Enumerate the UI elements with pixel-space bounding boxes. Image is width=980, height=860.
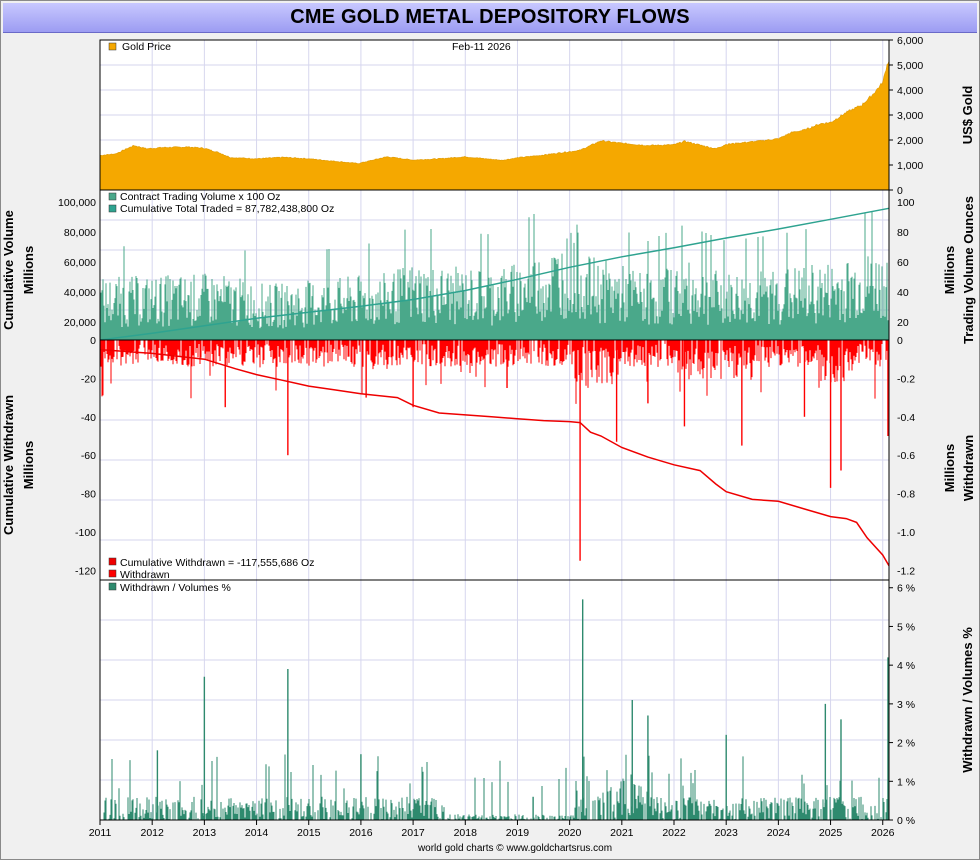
volume-left-tick-label: 80,000 xyxy=(64,227,96,239)
x-tick-label-2020: 2020 xyxy=(558,827,582,839)
volume-left-tick-label: 0 xyxy=(90,335,96,347)
withdrawn-left-tick-label: -60 xyxy=(81,450,96,462)
ratio-tick-label: 6 % xyxy=(897,583,915,595)
volume-right-tick-label: 0 xyxy=(897,335,903,347)
legend-gold-label: Gold Price xyxy=(122,41,171,53)
x-tick-label-2026: 2026 xyxy=(871,827,895,839)
withdrawn-left-title-1: Cumulative Withdrawn xyxy=(1,395,16,535)
volume-right-tick-label: 100 xyxy=(897,197,915,209)
volume-right-tick-label: 20 xyxy=(897,317,909,329)
price-tick-label: 5,000 xyxy=(897,60,923,72)
cumulative-withdrawn-line xyxy=(99,348,890,567)
legend-withdrawn-label: Withdrawn xyxy=(120,569,170,581)
x-tick-label-2012: 2012 xyxy=(141,827,165,839)
withdrawn-bars xyxy=(100,340,889,561)
chart-title-bar: CME GOLD METAL DEPOSITORY FLOWS xyxy=(3,3,977,33)
withdrawn-right-tick-label: -1.2 xyxy=(897,565,915,577)
legend-ratio-swatch xyxy=(108,582,117,591)
x-tick-label-2018: 2018 xyxy=(454,827,478,839)
x-tick-label-2016: 2016 xyxy=(349,827,373,839)
x-tick-label-2021: 2021 xyxy=(610,827,634,839)
volume-right-tick-label: 60 xyxy=(897,257,909,269)
legend-gold-price: Gold Price Feb-11 2026 xyxy=(108,41,511,53)
chart-title: CME GOLD METAL DEPOSITORY FLOWS xyxy=(290,6,690,28)
x-tick-label-2013: 2013 xyxy=(193,827,217,839)
withdrawn-right-tick-label: -0.6 xyxy=(897,450,915,462)
ratio-tick-label: 5 % xyxy=(897,621,915,633)
legend-cum-withdrawn-label: Cumulative Withdrawn = -117,555,686 Oz xyxy=(120,557,314,569)
x-tick-label-2015: 2015 xyxy=(297,827,321,839)
ratio-tick-label: 2 % xyxy=(897,738,915,750)
gold-price-area xyxy=(99,60,890,191)
price-tick-label: 2,000 xyxy=(897,135,923,147)
x-tick-label-2019: 2019 xyxy=(506,827,530,839)
price-tick-label: 4,000 xyxy=(897,85,923,97)
volume-bars xyxy=(100,211,889,340)
volume-left-title-2: Millions xyxy=(21,246,36,294)
date-label: Feb-11 2026 xyxy=(452,41,511,53)
ratio-tick-label: 3 % xyxy=(897,699,915,711)
legend-volume-swatch xyxy=(108,192,117,201)
volume-left-title-1: Cumulative Volume xyxy=(1,210,16,330)
x-tick-label-2025: 2025 xyxy=(819,827,843,839)
withdrawn-left-tick-label: -20 xyxy=(81,373,96,385)
legend-volume: Contract Trading Volume x 100 Oz Cumulat… xyxy=(108,191,334,215)
cumulative-traded-line xyxy=(99,207,890,341)
withdrawn-right-title-1: Millions xyxy=(942,444,957,492)
price-axis-title: US$ Gold xyxy=(960,86,975,145)
volume-left-tick-label: 40,000 xyxy=(64,287,96,299)
x-tick-label-2023: 2023 xyxy=(715,827,739,839)
x-tick-label-2024: 2024 xyxy=(767,827,791,839)
volume-left-tick-label: 20,000 xyxy=(64,317,96,329)
volume-right-tick-label: 80 xyxy=(897,227,909,239)
price-tick-label: 3,000 xyxy=(897,110,923,122)
legend-withdrawn-swatch xyxy=(108,569,117,578)
x-tick-label-2014: 2014 xyxy=(245,827,269,839)
withdrawn-left-tick-label: -80 xyxy=(81,489,96,501)
price-tick-label: 0 xyxy=(897,185,903,197)
legend-cum-traded-swatch xyxy=(108,204,117,213)
legend-ratio: Withdrawn / Volumes % xyxy=(108,582,231,594)
volume-right-title-1: Millions xyxy=(942,246,957,294)
x-tick-label-2011: 2011 xyxy=(89,827,112,839)
volume-left-tick-label: 60,000 xyxy=(64,257,96,269)
ratio-bars xyxy=(102,599,889,820)
legend-ratio-label: Withdrawn / Volumes % xyxy=(120,582,231,594)
withdrawn-left-tick-label: -120 xyxy=(75,565,96,577)
withdrawn-right-tick-label: -0.8 xyxy=(897,489,915,501)
legend-cum-traded-label: Cumulative Total Traded = 87,782,438,800… xyxy=(120,203,334,215)
x-tick-label-2022: 2022 xyxy=(662,827,686,839)
withdrawn-left-title-2: Millions xyxy=(21,441,36,489)
legend-gold-swatch xyxy=(108,42,117,51)
withdrawn-right-tick-label: -1.0 xyxy=(897,527,915,539)
price-tick-label: 1,000 xyxy=(897,160,923,172)
x-tick-label-2017: 2017 xyxy=(401,827,425,839)
volume-right-tick-label: 40 xyxy=(897,287,909,299)
price-tick-label: 6,000 xyxy=(897,35,923,47)
withdrawn-right-title-2: Withdrawn xyxy=(961,435,976,501)
legend-volume-label: Contract Trading Volume x 100 Oz xyxy=(120,191,281,203)
legend-cum-withdrawn-swatch xyxy=(108,557,117,566)
withdrawn-right-tick-label: -0.2 xyxy=(897,373,915,385)
withdrawn-right-tick-label: -0.4 xyxy=(897,412,915,424)
ratio-tick-label: 0 % xyxy=(897,815,915,827)
volume-left-tick-label: 100,000 xyxy=(58,197,96,209)
ratio-tick-label: 1 % xyxy=(897,776,915,788)
withdrawn-left-tick-label: -100 xyxy=(75,527,96,539)
ratio-tick-label: 4 % xyxy=(897,660,915,672)
withdrawn-left-tick-label: -40 xyxy=(81,412,96,424)
volume-right-title-2: Trading Volume Ounces xyxy=(961,196,976,344)
ratio-axis-title: Withdrawn / Volumes % xyxy=(960,627,975,773)
credit-text: world gold charts © www.goldchartsrus.co… xyxy=(417,843,612,854)
legend-withdrawn: Cumulative Withdrawn = -117,555,686 Oz W… xyxy=(108,557,314,581)
